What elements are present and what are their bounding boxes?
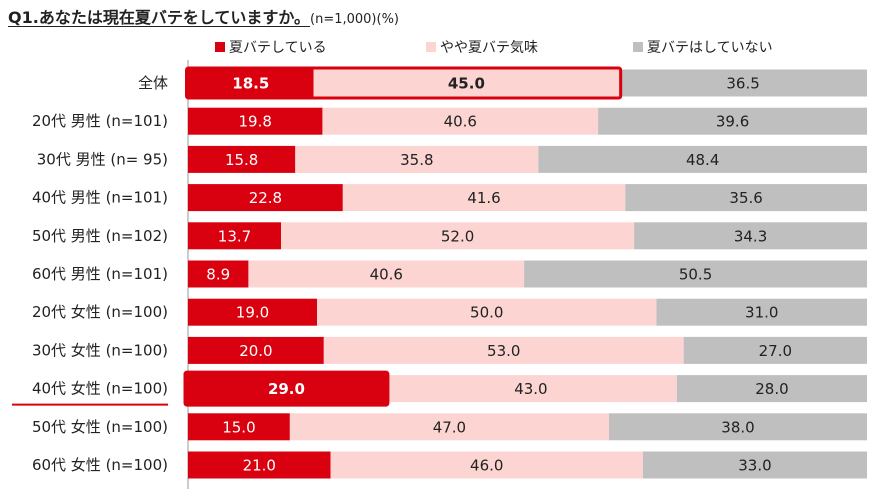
- data-label: 18.5: [232, 75, 269, 93]
- data-label: 33.0: [738, 457, 771, 475]
- data-label: 47.0: [433, 418, 466, 436]
- highlight-frame: [183, 370, 390, 407]
- bar-segment: [322, 107, 599, 135]
- category-label: 30代 男性 (n= 95): [37, 150, 168, 168]
- bar-segment: [317, 298, 657, 326]
- bar-segment: [188, 69, 314, 97]
- legend-swatch-series-1: [215, 42, 225, 52]
- bar-segment: [598, 107, 867, 135]
- legend-item-series-3: 夏バテはしていない: [633, 37, 773, 57]
- data-label: 34.3: [734, 227, 767, 245]
- category-label: 50代 女性 (n=100): [32, 418, 168, 436]
- data-label: 46.0: [470, 457, 503, 475]
- bar-segment: [683, 336, 867, 364]
- data-label: 39.6: [716, 113, 749, 131]
- bar-segment: [188, 298, 318, 326]
- bar-segment: [656, 298, 867, 326]
- data-label: 29.0: [268, 380, 305, 398]
- data-label: 50.0: [470, 304, 503, 322]
- data-label: 27.0: [759, 342, 792, 360]
- category-label: 20代 女性 (n=100): [32, 303, 168, 321]
- data-label: 53.0: [487, 342, 520, 360]
- data-label: 41.6: [467, 189, 500, 207]
- category-label: 60代 男性 (n=101): [32, 265, 168, 283]
- bar-segment: [538, 145, 867, 173]
- data-label: 21.0: [243, 457, 276, 475]
- bar-segment: [188, 413, 290, 441]
- data-label: 13.7: [218, 227, 251, 245]
- bar-segment: [188, 107, 323, 135]
- bar-segment: [642, 451, 867, 479]
- data-label: 52.0: [441, 227, 474, 245]
- bar-segment: [330, 451, 643, 479]
- data-label: 8.9: [206, 266, 230, 284]
- legend-label-series-3: 夏バテはしていない: [647, 40, 773, 56]
- legend-item-series-1: 夏バテしている: [215, 37, 327, 57]
- bar-segment: [295, 145, 539, 173]
- bar-segment: [188, 184, 343, 212]
- data-label: 43.0: [514, 380, 547, 398]
- data-label: 19.0: [236, 304, 269, 322]
- data-label: 36.5: [726, 75, 759, 93]
- bar-segment: [188, 260, 249, 288]
- data-label: 38.0: [721, 418, 754, 436]
- category-label: 30代 女性 (n=100): [32, 341, 168, 359]
- bar-segment: [248, 260, 525, 288]
- data-label: 45.0: [448, 75, 485, 93]
- bar-segment: [676, 375, 867, 403]
- category-label: 40代 女性 (n=100): [32, 380, 168, 398]
- legend-swatch-series-2: [426, 42, 436, 52]
- data-label: 22.8: [249, 189, 282, 207]
- data-label: 28.0: [755, 380, 788, 398]
- bar-segment: [625, 184, 867, 212]
- bar-segment: [634, 222, 867, 250]
- bar-segment: [188, 145, 296, 173]
- chart-legend: 夏バテしている やや夏バテ気味 夏バテはしていない: [0, 37, 872, 57]
- bar-segment: [188, 451, 331, 479]
- legend-item-series-2: やや夏バテ気味: [426, 37, 538, 57]
- data-label: 48.4: [686, 151, 719, 169]
- category-label: 50代 男性 (n=102): [32, 227, 168, 245]
- bar-segment: [188, 222, 282, 250]
- data-label: 35.6: [729, 189, 762, 207]
- legend-label-series-2: やや夏バテ気味: [440, 40, 538, 56]
- category-label: 20代 男性 (n=101): [32, 112, 168, 130]
- data-label: 40.6: [370, 266, 403, 284]
- category-label: 40代 男性 (n=101): [32, 189, 168, 207]
- data-label: 15.8: [225, 151, 258, 169]
- legend-swatch-series-3: [633, 42, 643, 52]
- category-label: 全体: [138, 74, 168, 92]
- data-label: 19.8: [239, 113, 272, 131]
- bar-segment: [608, 413, 867, 441]
- data-label: 40.6: [444, 113, 477, 131]
- category-label: 60代 女性 (n=100): [32, 456, 168, 474]
- bar-segment: [342, 184, 626, 212]
- bar-segment: [619, 69, 867, 97]
- bar-segment: [289, 413, 609, 441]
- data-label: 20.0: [239, 342, 272, 360]
- chart-title: Q1.あなたは現在夏バテをしていますか。: [8, 8, 311, 27]
- bar-segment: [323, 336, 684, 364]
- bar-segment: [524, 260, 867, 288]
- bar-segment: [188, 336, 324, 364]
- bar-segment: [384, 375, 677, 403]
- bar-segment: [313, 69, 620, 97]
- data-label: 15.0: [222, 418, 255, 436]
- legend-label-series-1: 夏バテしている: [229, 40, 327, 56]
- bar-segment: [281, 222, 635, 250]
- chart-title-block: Q1.あなたは現在夏バテをしていますか。(n=1,000)(%): [8, 4, 399, 28]
- data-label: 31.0: [745, 304, 778, 322]
- chart-subtitle: (n=1,000)(%): [310, 12, 400, 27]
- highlight-frame: [185, 66, 623, 100]
- data-label: 50.5: [679, 266, 712, 284]
- data-label: 35.8: [400, 151, 433, 169]
